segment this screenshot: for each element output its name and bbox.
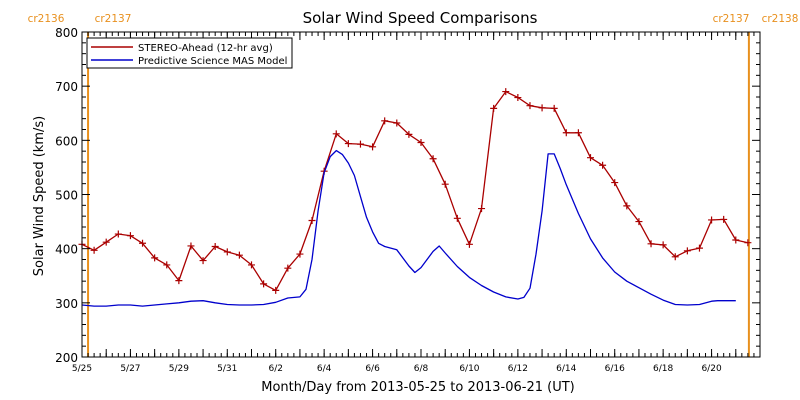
data-point: [429, 155, 437, 163]
data-point: [611, 179, 619, 187]
data-point: [199, 257, 207, 265]
carrington-marker-layer: [87, 32, 750, 357]
data-point: [635, 218, 643, 226]
legend-box: [86, 37, 293, 69]
data-point: [441, 180, 449, 188]
y-axis-label: Solar Wind Speed (km/s): [32, 116, 47, 276]
y-tick-label: 500: [55, 189, 78, 203]
data-point: [417, 139, 425, 146]
data-point: [465, 240, 473, 248]
data-point: [272, 286, 280, 294]
x-tick-label: 5/25: [72, 364, 92, 374]
data-point: [490, 104, 498, 112]
x-tick-label: 5/29: [169, 364, 189, 374]
legend-label-mas: Predictive Science MAS Model: [138, 56, 287, 67]
data-point: [90, 246, 98, 254]
x-tick-label: 6/18: [653, 364, 673, 374]
series-layer: [78, 88, 752, 307]
data-point: [211, 243, 219, 250]
y-tick-label: 300: [55, 297, 78, 311]
x-tick-label: 6/4: [317, 364, 332, 374]
data-point: [526, 102, 534, 110]
data-point: [248, 261, 255, 269]
plot-frame: [81, 31, 761, 358]
data-point: [574, 129, 582, 137]
data-point: [126, 232, 134, 240]
x-tick-label: 6/6: [365, 364, 380, 374]
x-tick-label: 5/27: [120, 364, 140, 374]
y-tick-label: 700: [55, 80, 78, 94]
data-point: [708, 216, 716, 224]
data-point: [308, 217, 316, 224]
x-tick-label: 6/10: [459, 364, 479, 374]
data-point: [223, 248, 231, 256]
data-point: [599, 161, 607, 169]
data-point: [114, 230, 122, 238]
chart-title: Solar Wind Speed Comparisons: [303, 9, 538, 27]
data-point: [671, 253, 679, 261]
x-tick-label: 6/20: [701, 364, 721, 374]
x-tick-label: 6/16: [605, 364, 625, 374]
data-point: [151, 254, 159, 262]
data-point: [381, 117, 389, 125]
data-point: [732, 236, 740, 244]
data-point: [405, 130, 413, 138]
data-point: [647, 240, 655, 248]
data-point: [550, 104, 558, 112]
data-point: [562, 129, 570, 137]
data-point: [102, 238, 110, 246]
data-point: [514, 94, 522, 102]
data-point: [623, 202, 631, 210]
data-point: [502, 88, 510, 96]
x-tick-label: 5/31: [217, 364, 237, 374]
data-point: [695, 244, 703, 252]
y-tick-label: 400: [55, 243, 78, 257]
data-point: [453, 214, 461, 222]
y-tick-label: 200: [55, 351, 78, 365]
data-point: [344, 140, 352, 148]
data-point: [683, 247, 691, 255]
x-tick-label: 6/12: [508, 364, 528, 374]
x-tick-label: 6/14: [556, 364, 576, 374]
data-point: [720, 215, 728, 223]
data-point: [538, 104, 546, 112]
carrington-label-start-right: cr2137: [95, 13, 132, 25]
data-point: [260, 280, 268, 288]
data-point: [478, 205, 486, 213]
data-point: [139, 239, 147, 247]
data-point: [587, 154, 594, 162]
data-point: [163, 261, 171, 269]
y-tick-label: 600: [55, 134, 78, 148]
data-point: [235, 251, 243, 259]
data-point: [187, 242, 195, 250]
carrington-label-end-left: cr2137: [713, 13, 750, 25]
carrington-label-start-left: cr2136: [28, 13, 65, 25]
series-line-stereo: [81, 90, 749, 292]
data-point: [175, 277, 183, 285]
data-point: [369, 143, 377, 151]
data-point: [744, 239, 752, 247]
x-tick-label: 6/8: [414, 364, 429, 374]
y-tick-label: 800: [55, 26, 78, 40]
data-point: [659, 241, 667, 249]
data-point: [356, 140, 364, 148]
axis-layer: 200 300 400 500 600 700 800 5/25 5/27 5/29 5/31 6/2…: [55, 26, 761, 374]
data-point: [296, 250, 304, 258]
x-axis-label: Month/Day from 2013-05-25 to 2013-06-21 …: [261, 380, 574, 395]
data-point: [284, 264, 292, 272]
legend: STEREO-Ahead (12-hr avg) Predictive Scie…: [86, 37, 293, 69]
legend-label-stereo: STEREO-Ahead (12-hr avg): [138, 43, 273, 54]
data-point: [393, 119, 401, 127]
data-point: [332, 130, 340, 138]
series-line-mas: [81, 149, 736, 307]
carrington-label-end-right: cr2138: [762, 13, 799, 25]
x-tick-label: 6/2: [268, 364, 282, 374]
